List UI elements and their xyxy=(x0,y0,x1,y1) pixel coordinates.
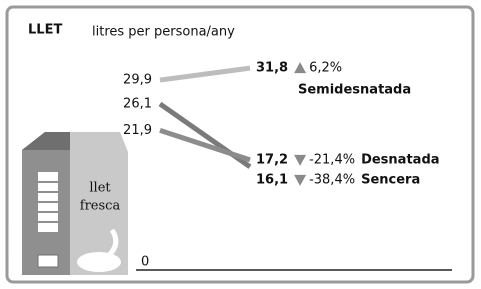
carton-text: fresca xyxy=(80,199,121,214)
series-name: Semidesnatada xyxy=(298,83,411,98)
chart: LLET litres per persona/any llet fresca … xyxy=(0,0,481,289)
start-label: 26,1 xyxy=(123,96,152,111)
change-label: -21,4% xyxy=(309,152,355,167)
carton-text: llet xyxy=(89,181,111,196)
y-tick-label: 0 xyxy=(141,255,149,270)
start-label: 21,9 xyxy=(123,123,152,138)
series-name: Sencera xyxy=(361,172,420,187)
start-label: 29,9 xyxy=(123,73,152,88)
change-label: -38,4% xyxy=(309,172,355,187)
end-label: 17,2 xyxy=(256,152,288,167)
series-name: Desnatada xyxy=(361,152,439,167)
change-label: 6,2% xyxy=(309,61,342,76)
chart-subtitle: litres per persona/any xyxy=(92,25,235,40)
end-label: 31,8 xyxy=(256,61,288,76)
end-label: 16,1 xyxy=(256,172,288,187)
chart-title: LLET xyxy=(28,23,62,38)
